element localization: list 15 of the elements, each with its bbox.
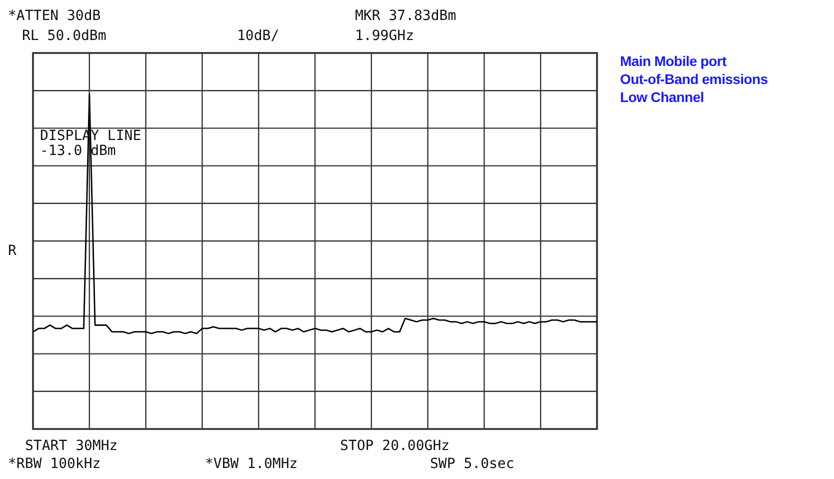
- text: SWP 5.0sec: [430, 456, 514, 472]
- text: *VBW 1.0MHz: [205, 456, 298, 472]
- text: 10dB/: [237, 28, 280, 44]
- annotation: -13.0 dBm: [40, 143, 116, 159]
- text: Low Channel: [620, 88, 704, 106]
- text: *RBW 100kHz: [8, 456, 101, 472]
- text: RL 50.0dBm: [22, 28, 106, 44]
- text: Out-of-Band emissions: [620, 70, 768, 88]
- text: MKR 37.83dBm: [355, 8, 456, 24]
- text: START 30MHz: [25, 438, 118, 454]
- text: Main Mobile port: [620, 52, 726, 70]
- text: R: [8, 243, 16, 259]
- text: 1.99GHz: [355, 28, 414, 44]
- text: STOP 20.00GHz: [340, 438, 450, 454]
- text: *ATTEN 30dB: [8, 8, 101, 24]
